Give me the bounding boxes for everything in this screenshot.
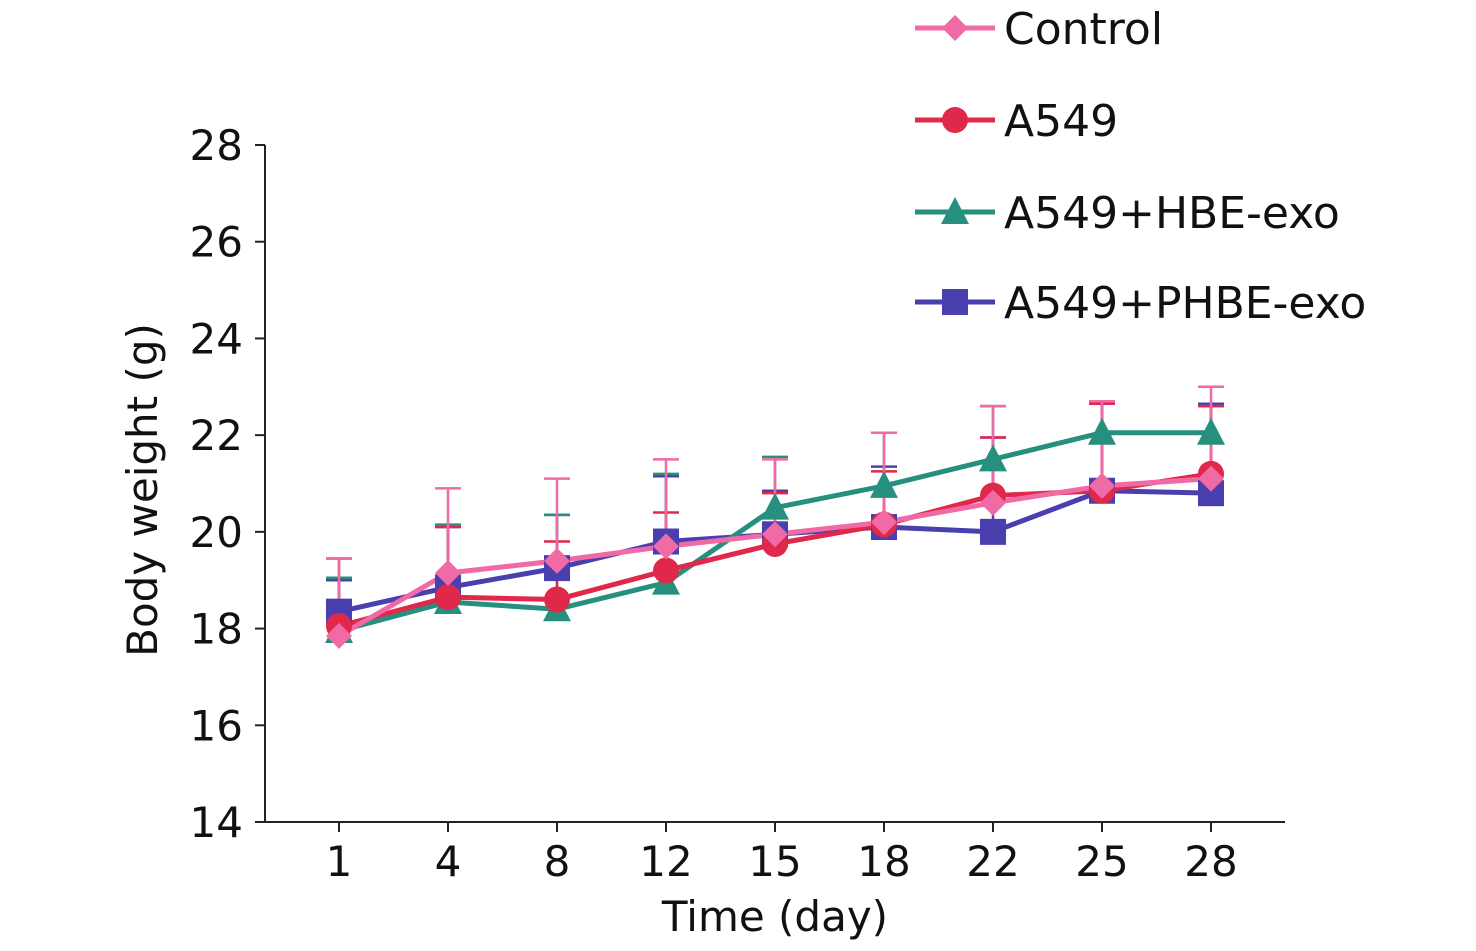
x-tick-label: 8	[544, 837, 571, 886]
data-point-a549	[544, 586, 570, 613]
x-tick-label: 22	[966, 837, 1019, 886]
y-axis-ticks: 14 16 18 20 22 24 26 28	[190, 121, 265, 847]
legend-marker-control	[942, 15, 968, 41]
data-point-control	[1089, 472, 1115, 499]
legend-label-control: Control	[1004, 4, 1163, 55]
x-tick-label: 4	[435, 837, 462, 886]
data-point-control	[762, 521, 788, 548]
data-point-a549	[653, 557, 679, 584]
y-tick-label: 16	[190, 701, 243, 750]
x-axis-title: Time (day)	[661, 892, 888, 941]
data-point-control	[653, 533, 679, 560]
x-axis-ticks: 1 4 8 12 15 18 22 25 28	[326, 822, 1238, 886]
data-point-control	[326, 622, 352, 649]
legend-marker-phbe	[942, 289, 968, 315]
x-tick-label: 18	[857, 837, 910, 886]
legend: Control A549 A549+HBE-exo A549+PHBE-exo	[915, 4, 1366, 329]
legend-label-phbe: A549+PHBE-exo	[1004, 278, 1366, 329]
data-point-hbe	[1088, 417, 1116, 445]
data-point-hbe	[870, 470, 898, 498]
data-point-a549	[435, 584, 461, 611]
data-point-control	[1198, 465, 1224, 492]
data-markers	[325, 417, 1225, 649]
legend-marker-a549	[942, 107, 968, 133]
legend-label-a549: A549	[1004, 96, 1118, 147]
y-tick-label: 18	[190, 605, 243, 654]
y-axis-title: Body weight (g)	[118, 323, 167, 657]
x-tick-label: 28	[1184, 837, 1237, 886]
legend-item-a549: A549	[915, 96, 1118, 147]
y-tick-label: 24	[190, 314, 243, 363]
y-tick-label: 26	[190, 218, 243, 267]
x-tick-label: 1	[326, 837, 353, 886]
x-tick-label: 25	[1075, 837, 1128, 886]
data-point-control	[544, 547, 570, 574]
data-point-hbe	[1197, 417, 1225, 445]
data-point-hbe	[979, 444, 1007, 472]
legend-item-hbe: A549+HBE-exo	[915, 188, 1340, 239]
legend-item-control: Control	[915, 4, 1163, 55]
x-tick-label: 15	[748, 837, 801, 886]
legend-item-phbe: A549+PHBE-exo	[915, 278, 1366, 329]
y-tick-label: 14	[190, 798, 243, 847]
data-point-phbe	[980, 518, 1006, 545]
legend-label-hbe: A549+HBE-exo	[1004, 188, 1340, 239]
data-point-control	[435, 559, 461, 586]
data-point-control	[871, 509, 897, 536]
data-point-hbe	[761, 492, 789, 520]
data-point-control	[980, 489, 1006, 516]
y-tick-label: 20	[190, 508, 243, 557]
x-tick-label: 12	[639, 837, 692, 886]
legend-marker-hbe	[941, 197, 969, 224]
y-tick-label: 22	[190, 411, 243, 460]
y-tick-label: 28	[190, 121, 243, 170]
